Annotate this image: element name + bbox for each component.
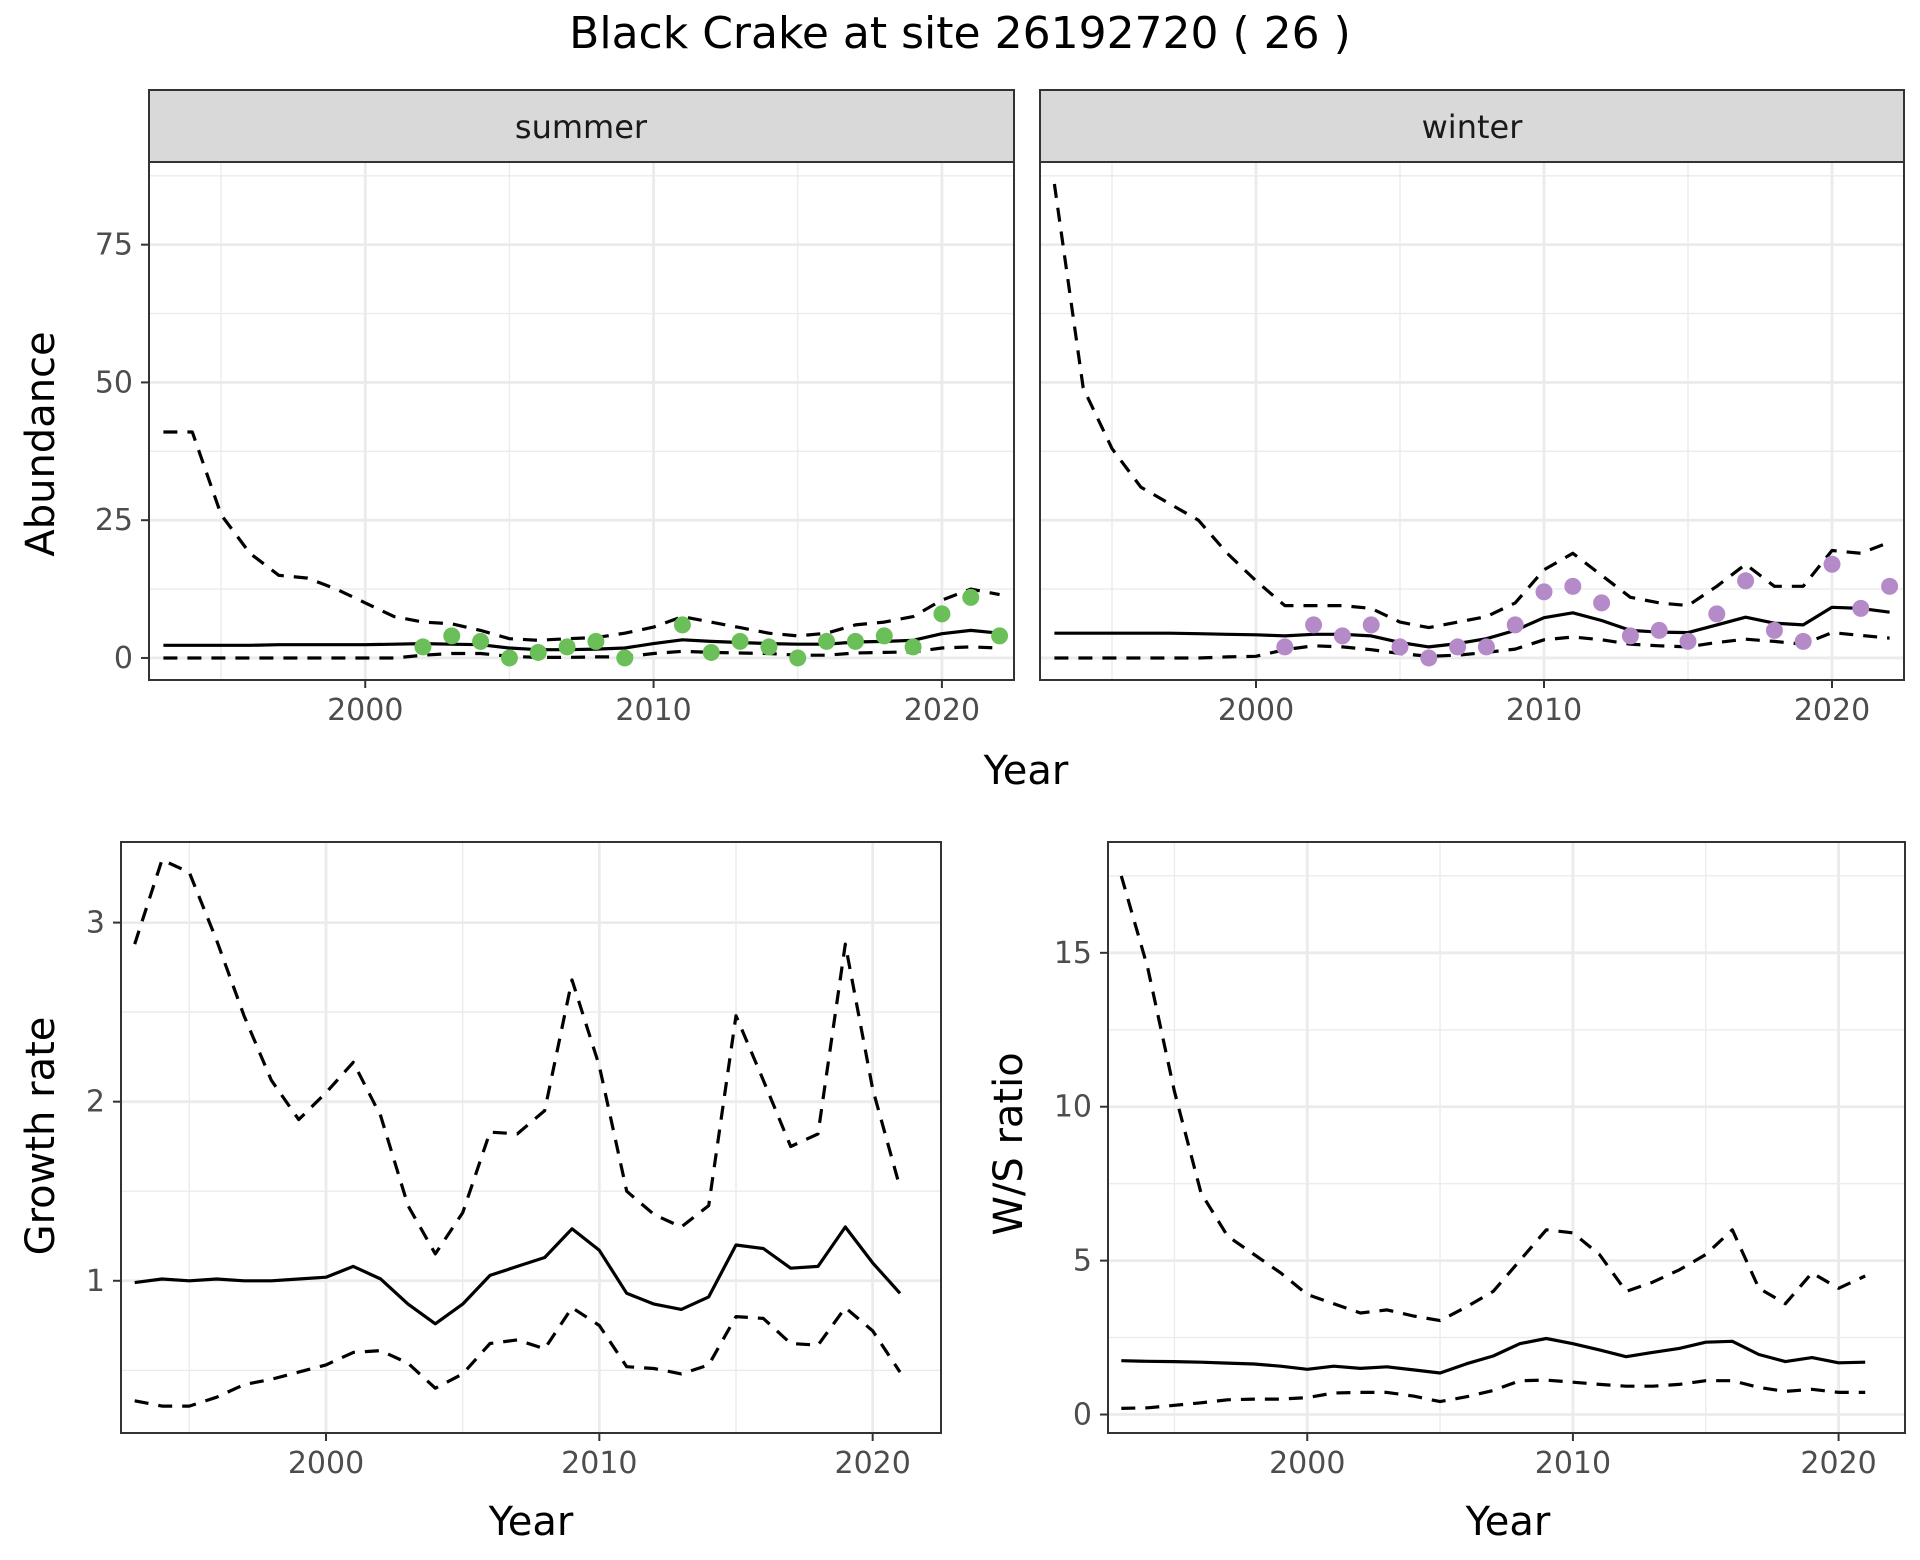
winter-data-point bbox=[1506, 616, 1524, 634]
summer-data-point bbox=[529, 643, 547, 661]
growth-y-axis-label: Growth rate bbox=[18, 1017, 64, 1256]
winter-data-point bbox=[1621, 627, 1639, 645]
winter-estimate-line bbox=[1054, 605, 1890, 649]
summer-data-point bbox=[500, 649, 518, 667]
summer-y-tick-label: 50 bbox=[95, 365, 133, 400]
summer-data-point bbox=[443, 627, 461, 645]
ws-plot-background bbox=[1108, 842, 1905, 1433]
summer-strip bbox=[148, 89, 1015, 163]
summer-y-tick-label: 0 bbox=[114, 641, 133, 676]
winter-x-tick-label: 2010 bbox=[1506, 693, 1582, 728]
summer-data-point bbox=[818, 632, 836, 650]
growth-rate-panel: 2000 2010 2020 1 2 3 bbox=[86, 841, 942, 1481]
winter-upper-line bbox=[1052, 183, 1891, 630]
summer-data-point bbox=[472, 632, 490, 650]
winter-data-point bbox=[1535, 583, 1553, 601]
summer-data-point bbox=[962, 588, 980, 606]
winter-data-point bbox=[1420, 649, 1438, 667]
winter-strip-label: winter bbox=[1422, 108, 1524, 146]
winter-data-point bbox=[1593, 594, 1611, 612]
winter-data-point bbox=[1650, 621, 1668, 639]
growth-x-tick-label: 2020 bbox=[834, 1446, 910, 1481]
growth-estimate-line bbox=[134, 1225, 902, 1326]
winter-data-point bbox=[1391, 638, 1409, 656]
abundance-x-axis-label: Year bbox=[983, 748, 1069, 794]
winter-data-point bbox=[1679, 632, 1697, 650]
winter-x-tick-label: 2000 bbox=[1218, 693, 1294, 728]
summer-data-point bbox=[904, 638, 922, 656]
ws-estimate-line bbox=[1121, 1336, 1866, 1375]
winter-data-point bbox=[1765, 621, 1783, 639]
summer-x-tick-label: 2010 bbox=[615, 693, 691, 728]
winter-data-point bbox=[1449, 638, 1467, 656]
winter-data-point bbox=[1477, 638, 1495, 656]
chart-title: Black Crake at site 26192720 ( 26 ) bbox=[569, 8, 1351, 59]
summer-data-point bbox=[702, 643, 720, 661]
summer-y-tick-label: 25 bbox=[95, 503, 133, 538]
summer-data-point bbox=[846, 632, 864, 650]
summer-data-point bbox=[760, 638, 778, 656]
winter-x-tick-label: 2020 bbox=[1794, 693, 1870, 728]
growth-lower-line bbox=[134, 1305, 902, 1408]
summer-data-point bbox=[875, 627, 893, 645]
ws-y-tick-label: 5 bbox=[1073, 1244, 1092, 1279]
ws-y-tick-label: 10 bbox=[1054, 1090, 1092, 1125]
summer-x-tick-label: 2020 bbox=[904, 693, 980, 728]
summer-upper-line bbox=[163, 430, 1000, 642]
summer-x-tick-label: 2000 bbox=[327, 693, 403, 728]
ws-x-tick-label: 2000 bbox=[1269, 1446, 1345, 1481]
summer-data-point bbox=[789, 649, 807, 667]
growth-plot-background bbox=[121, 842, 941, 1433]
summer-data-point bbox=[933, 605, 951, 623]
winter-data-point bbox=[1737, 572, 1755, 590]
growth-y-tick-label: 2 bbox=[86, 1085, 105, 1120]
summer-data-point bbox=[587, 632, 605, 650]
summer-data-point bbox=[673, 616, 691, 634]
ws-lower-line bbox=[1121, 1378, 1866, 1410]
winter-data-point bbox=[1362, 616, 1380, 634]
winter-lower-line bbox=[1054, 630, 1890, 660]
summer-y-tick-label: 75 bbox=[95, 228, 133, 263]
summer-lower-line bbox=[163, 645, 1000, 660]
summer-data-point bbox=[414, 638, 432, 656]
ws-x-axis-label: Year bbox=[1465, 1499, 1551, 1545]
growth-x-axis-label: Year bbox=[488, 1499, 574, 1545]
summer-strip-label: summer bbox=[515, 108, 648, 146]
ws-panel-border bbox=[1107, 841, 1906, 1434]
growth-x-tick-label: 2010 bbox=[561, 1446, 637, 1481]
ws-upper-line bbox=[1119, 875, 1866, 1323]
winter-data-point bbox=[1852, 599, 1870, 617]
ws-y-tick-label: 15 bbox=[1054, 936, 1092, 971]
ws-ratio-panel: 2000 2010 2020 0 5 10 15 bbox=[1054, 841, 1906, 1481]
winter-data-point bbox=[1276, 638, 1294, 656]
summer-data-point bbox=[731, 632, 749, 650]
winter-panel-border bbox=[1039, 161, 1905, 681]
ws-y-axis-label: W/S ratio bbox=[986, 1052, 1032, 1235]
winter-data-point bbox=[1708, 605, 1726, 623]
growth-y-tick-label: 3 bbox=[86, 906, 105, 941]
summer-plot-background bbox=[149, 162, 1014, 680]
winter-data-point bbox=[1333, 627, 1351, 645]
ws-y-tick-label: 0 bbox=[1073, 1398, 1092, 1433]
abundance-y-axis-label: Abundance bbox=[18, 331, 64, 556]
winter-data-point bbox=[1305, 616, 1323, 634]
summer-panel: summer 2000 2010 2020 0 25 50 75 bbox=[95, 89, 1015, 728]
growth-x-tick-label: 2000 bbox=[288, 1446, 364, 1481]
winter-plot-background bbox=[1040, 162, 1904, 680]
summer-data-point bbox=[991, 627, 1009, 645]
summer-data-point bbox=[616, 649, 634, 667]
growth-y-tick-label: 1 bbox=[86, 1264, 105, 1299]
winter-data-point bbox=[1794, 632, 1812, 650]
winter-data-point bbox=[1881, 577, 1899, 595]
winter-panel: winter 2000 2010 2020 bbox=[1039, 89, 1905, 728]
winter-data-point bbox=[1564, 577, 1582, 595]
growth-panel-border bbox=[120, 841, 942, 1434]
ws-x-tick-label: 2010 bbox=[1535, 1446, 1611, 1481]
summer-panel-border bbox=[148, 161, 1015, 681]
winter-data-point bbox=[1823, 555, 1841, 573]
summer-data-point bbox=[558, 638, 576, 656]
growth-upper-line bbox=[133, 858, 902, 1256]
ws-x-tick-label: 2020 bbox=[1800, 1446, 1876, 1481]
